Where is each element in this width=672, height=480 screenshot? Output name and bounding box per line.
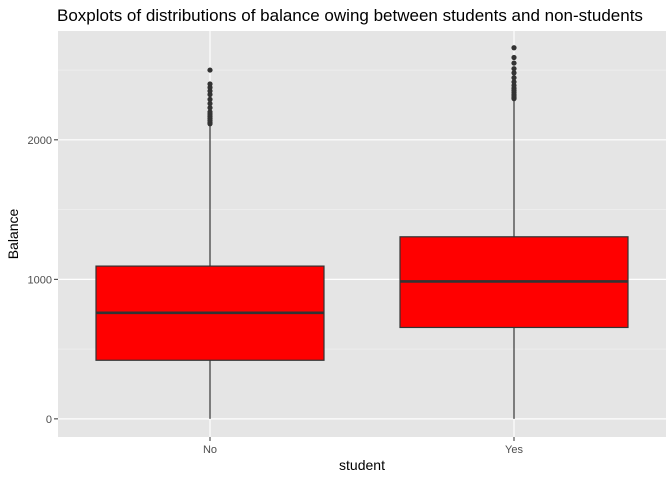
outlier-point: [511, 66, 517, 72]
outlier-point: [207, 96, 213, 102]
x-axis-title: student: [339, 457, 385, 473]
y-axis-title: Balance: [5, 208, 21, 259]
box-no: [95, 67, 325, 419]
outlier-point: [207, 109, 213, 115]
box-yes: [399, 45, 629, 419]
outlier-point: [511, 60, 517, 66]
outlier-point: [511, 79, 517, 85]
x-tick-label: No: [203, 444, 217, 456]
x-axis: No Yes: [203, 437, 523, 456]
plot-panel: [58, 31, 666, 437]
y-tick-label: 0: [46, 414, 52, 426]
outlier-point: [511, 45, 517, 51]
y-axis: 0 1000 2000: [28, 135, 58, 426]
outlier-point: [207, 105, 213, 111]
outlier-point: [207, 81, 213, 87]
y-tick-label: 1000: [28, 274, 52, 286]
boxplot-group: [95, 45, 629, 419]
outlier-point: [511, 70, 517, 76]
outlier-point: [511, 54, 517, 61]
y-tick-label: 2000: [28, 135, 52, 147]
chart-title: Boxplots of distributions of balance owi…: [57, 6, 643, 25]
outlier-point: [207, 67, 213, 73]
outlier-point: [207, 100, 213, 107]
x-tick-label: Yes: [505, 444, 523, 456]
outlier-point: [511, 75, 517, 81]
